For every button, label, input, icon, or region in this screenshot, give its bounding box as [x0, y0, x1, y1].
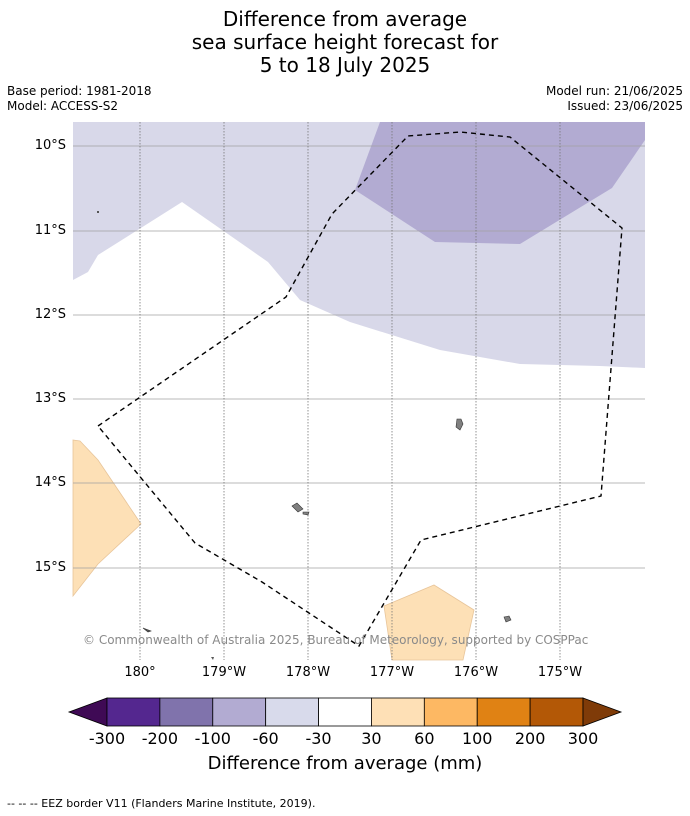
base-period: Base period: 1981-2018 — [7, 84, 152, 98]
colorbar-segment — [159, 697, 214, 727]
island-small-north — [97, 211, 99, 213]
meta-left: Base period: 1981-2018 Model: ACCESS-S2 — [7, 84, 152, 114]
lat-label-12s: 12°S — [34, 307, 66, 322]
colorbar-title: Difference from average (mm) — [207, 753, 483, 774]
colorbar-segment — [212, 697, 267, 727]
island-wallis-east — [455, 418, 464, 431]
colorbar-segment — [106, 697, 161, 727]
issued-date: Issued: 23/06/2025 — [567, 99, 683, 113]
colorbar-tick-label: -300 — [88, 729, 126, 748]
colorbar-tick-label: 30 — [361, 729, 382, 748]
meta-right: Model run: 21/06/2025 Issued: 23/06/2025 — [546, 84, 683, 114]
anomaly-region-light-orange-west — [72, 439, 142, 598]
colorbar-segment — [318, 697, 372, 727]
colorbar-segment — [265, 697, 319, 727]
island-futuna — [291, 502, 304, 513]
title-line-1: Difference from average — [222, 7, 468, 31]
lat-label-14s: 14°S — [34, 475, 66, 490]
anomaly-region-light-orange-south — [383, 584, 475, 661]
colorbar-tick-label: 300 — [567, 729, 599, 748]
lat-label-11s: 11°S — [34, 223, 66, 238]
lat-label-15s: 15°S — [34, 560, 66, 575]
colorbar-tick-label: 60 — [414, 729, 435, 748]
colorbar-tick-label: -60 — [252, 729, 279, 748]
island-niuafoou — [503, 615, 512, 623]
colorbar-tick-label: 100 — [461, 729, 493, 748]
model-run: Model run: 21/06/2025 — [545, 84, 683, 98]
gridlines — [73, 145, 645, 569]
lat-label-10s: 10°S — [34, 138, 66, 153]
colorbar-tick-label: -200 — [141, 729, 179, 748]
colorbar — [67, 697, 623, 727]
lon-label-178w: 178°W — [285, 665, 331, 680]
island-small-bottom — [211, 657, 214, 660]
lon-label-177w: 177°W — [369, 665, 415, 680]
colorbar-segment — [529, 697, 584, 727]
colorbar-segment — [371, 697, 425, 727]
lon-label-179w: 179°W — [201, 665, 247, 680]
lon-label-180: 180° — [124, 665, 156, 680]
map-title: Difference from average sea surface heig… — [0, 8, 690, 77]
colorbar-tick-label: -100 — [194, 729, 231, 748]
colorbar-tick-label: 200 — [514, 729, 546, 748]
lon-label-176w: 176°W — [453, 665, 499, 680]
colorbar-tick-label: -30 — [305, 729, 332, 748]
colorbar-extend-high — [582, 697, 623, 727]
eez-border — [96, 131, 623, 647]
title-line-3: 5 to 18 July 2025 — [259, 53, 431, 77]
island-alofi — [302, 511, 310, 516]
copyright-notice: © Commonwealth of Australia 2025, Bureau… — [83, 633, 589, 647]
island-small-south — [142, 627, 152, 633]
anomaly-region-purple — [355, 122, 645, 244]
colorbar-segment — [423, 697, 478, 727]
lon-label-175w: 175°W — [537, 665, 583, 680]
colorbar-segment — [476, 697, 531, 727]
eez-legend: -- -- -- EEZ border V11 (Flanders Marine… — [7, 797, 316, 810]
colorbar-extend-low — [67, 697, 108, 727]
meridians — [139, 122, 561, 660]
lat-label-13s: 13°S — [34, 391, 66, 406]
model-name: Model: ACCESS-S2 — [7, 99, 119, 113]
title-line-2: sea surface height forecast for — [191, 30, 499, 54]
